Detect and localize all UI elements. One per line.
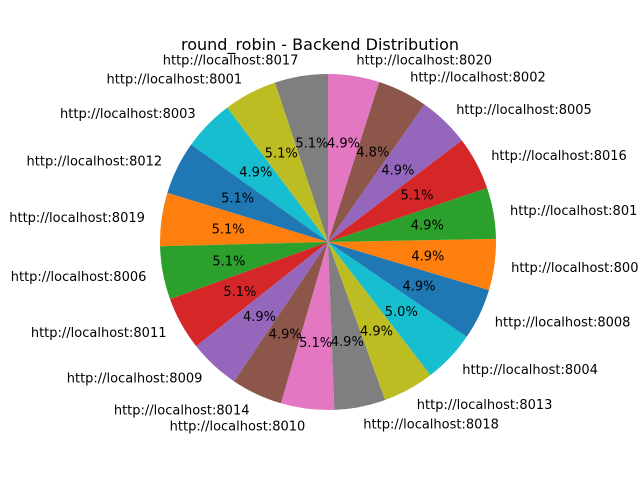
slice-percent-label: 4.9%	[381, 163, 414, 178]
slice-label: http://localhost:8016	[491, 149, 627, 164]
slice-label: http://localhost:8001	[107, 72, 243, 87]
slice-label: http://localhost:8019	[9, 211, 145, 226]
slice-label: http://localhost:8012	[27, 154, 163, 169]
slice-label: http://localhost:8004	[462, 363, 598, 378]
pie-slice	[227, 82, 328, 243]
pie-slice	[328, 187, 496, 242]
slice-label: http://localhost:8005	[456, 103, 592, 118]
pie-slice	[328, 242, 431, 400]
pie-slice	[167, 144, 328, 242]
pie-slice	[328, 242, 467, 376]
slice-label: http://localhost:8011	[31, 326, 167, 341]
slice-percent-label: 4.9%	[239, 166, 272, 181]
slice-percent-label: 4.9%	[327, 136, 360, 151]
pie-slice	[191, 107, 328, 242]
slice-percent-label: 4.9%	[243, 310, 276, 325]
pie-slice	[328, 242, 386, 410]
slice-percent-label: 5.0%	[385, 305, 418, 320]
slice-label: http://localhost:8017	[163, 54, 299, 69]
slice-labels: http://localhost:8017 http://localhost:80…	[9, 53, 638, 434]
pie-slice	[159, 192, 328, 247]
slice-percent-label: 5.1%	[221, 192, 254, 207]
slice-percent-label: 4.9%	[331, 335, 364, 350]
slice-label: http://localhost:8002	[410, 71, 546, 86]
slice-percent-label: 5.1%	[400, 189, 433, 204]
slice-percent-label: 4.9%	[411, 219, 444, 234]
pie-slice	[328, 140, 488, 242]
slice-percent-label: 5.1%	[223, 285, 256, 300]
slice-label: http://localhost:8018	[363, 417, 499, 432]
slice-percent-label: 5.1%	[295, 137, 328, 152]
pie-slice	[328, 74, 380, 242]
slice-label: http://localhost:8014	[114, 403, 250, 418]
slice-percent-label: 5.1%	[265, 147, 298, 162]
slice-label: http://localhost:800	[511, 261, 638, 276]
slice-percent-label: 4.9%	[269, 327, 302, 342]
pie-slice	[170, 242, 328, 347]
slice-label: http://localhost:801	[510, 204, 637, 219]
pie-slice	[160, 242, 328, 300]
slice-percent-label: 4.9%	[402, 279, 435, 294]
slice-percent-label: 5.1%	[212, 222, 245, 237]
slice-percent-label: 5.1%	[299, 336, 332, 351]
percent-labels: 5.1%5.1%4.9%5.1%5.1%5.1%5.1%4.9%4.9%5.1%…	[212, 136, 445, 351]
slice-label: http://localhost:8006	[11, 270, 147, 285]
pie-slice	[274, 74, 328, 242]
pie-slice	[196, 242, 328, 382]
pie-slices	[159, 74, 497, 411]
slice-percent-label: 4.8%	[356, 146, 389, 161]
pie-slice	[234, 242, 328, 404]
slice-label: http://localhost:8003	[60, 107, 196, 122]
slice-label: http://localhost:8013	[417, 398, 553, 413]
pie-slice	[280, 242, 335, 411]
slice-label: http://localhost:8010	[170, 419, 306, 434]
slice-percent-label: 4.9%	[411, 250, 444, 265]
slice-percent-label: 5.1%	[212, 255, 245, 270]
slice-percent-label: 4.9%	[360, 324, 393, 339]
pie-slice	[328, 238, 497, 291]
slice-label: http://localhost:8009	[67, 372, 203, 387]
slice-label: http://localhost:8008	[495, 316, 631, 331]
chart-title: round_robin - Backend Distribution	[181, 35, 459, 55]
pie-slice	[328, 81, 425, 243]
pie-slice	[328, 242, 489, 337]
slice-label: http://localhost:8020	[356, 53, 492, 68]
pie-slice	[328, 104, 462, 242]
